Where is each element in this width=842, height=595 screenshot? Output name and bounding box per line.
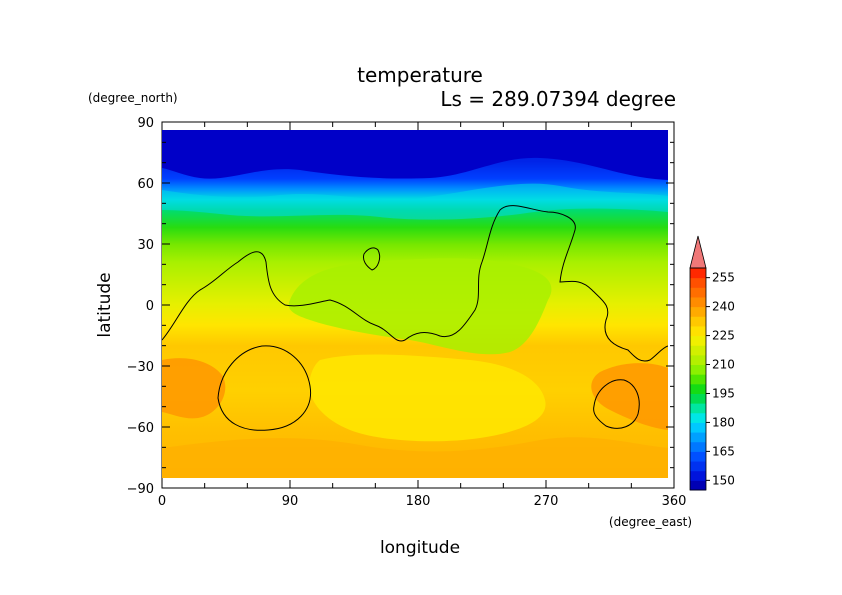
x-tick-label: 360 bbox=[662, 494, 687, 509]
contour-island bbox=[363, 247, 381, 271]
colorbar-swatch bbox=[690, 480, 706, 491]
y-tick-label: −30 bbox=[127, 360, 154, 375]
orange-south bbox=[162, 437, 668, 478]
y-tick-label: 60 bbox=[137, 177, 154, 192]
x-tick-label: 90 bbox=[282, 494, 299, 509]
colorbar-swatch bbox=[690, 412, 706, 423]
colorbar-tick-label: 195 bbox=[712, 386, 735, 400]
colorbar-swatch bbox=[690, 374, 706, 385]
y-units-label: (degree_north) bbox=[88, 91, 178, 105]
colorbar-swatch bbox=[690, 403, 706, 414]
colorbar-extend-arrow bbox=[689, 235, 707, 269]
colorbar-swatch bbox=[690, 441, 706, 452]
colorbar-swatch bbox=[690, 296, 706, 308]
colorbar-swatch bbox=[690, 287, 706, 298]
colorbar-swatch bbox=[690, 470, 706, 481]
colorbar-tick-label: 165 bbox=[712, 444, 735, 458]
y-axis-ticks: 90 60 30 0 −30 −60 −90 bbox=[127, 116, 674, 497]
x-tick-label: 270 bbox=[534, 494, 559, 509]
y-tick-label: −60 bbox=[127, 421, 154, 436]
colorbar-swatch bbox=[690, 316, 706, 327]
x-tick-label: 180 bbox=[406, 494, 431, 509]
x-units-label: (degree_east) bbox=[609, 515, 692, 529]
y-tick-label: 0 bbox=[146, 299, 154, 314]
colorbar-tick-label: 255 bbox=[712, 271, 735, 285]
contour-basin-west bbox=[217, 345, 312, 431]
colorbar-swatch bbox=[690, 393, 706, 404]
colorbar-swatch bbox=[690, 383, 706, 394]
x-axis-label: longitude bbox=[380, 538, 460, 558]
x-tick-label: 0 bbox=[158, 494, 166, 509]
colorbar-swatch bbox=[690, 354, 706, 366]
colorbar-swatch bbox=[690, 335, 706, 346]
colorbar-tick-label: 180 bbox=[712, 415, 735, 429]
chart-subtitle: Ls = 289.07394 degree bbox=[440, 87, 676, 111]
y-tick-label: 30 bbox=[137, 238, 154, 253]
chart-title: temperature bbox=[357, 63, 483, 87]
y-tick-label: −90 bbox=[127, 482, 154, 497]
orange-east bbox=[591, 363, 668, 430]
colorbar-frame bbox=[689, 267, 707, 491]
y-tick-label: 90 bbox=[137, 116, 154, 131]
colorbar-tick-label: 150 bbox=[712, 473, 735, 487]
colorbar-swatch bbox=[690, 345, 706, 356]
colorbar-tick-label: 240 bbox=[712, 300, 735, 314]
temperature-field bbox=[162, 130, 668, 478]
colorbar-swatch bbox=[690, 422, 706, 433]
green-pocket bbox=[288, 258, 552, 355]
colorbar-tick-label: 210 bbox=[712, 358, 735, 372]
y-axis-label: latitude bbox=[95, 272, 115, 337]
topography-contour bbox=[162, 205, 668, 362]
colorbar-swatch bbox=[690, 268, 706, 279]
colorbar-swatch bbox=[690, 306, 706, 317]
colorbar-swatch bbox=[690, 432, 706, 443]
orange-west bbox=[162, 358, 226, 419]
colorbar-swatch bbox=[690, 461, 706, 472]
yellow-south bbox=[309, 354, 546, 442]
colorbar-swatch bbox=[690, 325, 706, 337]
colorbar-swatch bbox=[690, 364, 706, 375]
colorbar-tick-label: 225 bbox=[712, 329, 735, 343]
colorbar-labels: 255 240 225 210 195 180 165 150 bbox=[706, 271, 735, 487]
colorbar bbox=[689, 235, 707, 491]
colorbar-swatch bbox=[690, 277, 706, 288]
x-axis-ticks: 0 90 180 270 360 bbox=[158, 122, 687, 509]
colorbar-swatch bbox=[690, 451, 706, 462]
polar-cap-band bbox=[162, 130, 668, 180]
contour-basin-east bbox=[593, 379, 640, 429]
